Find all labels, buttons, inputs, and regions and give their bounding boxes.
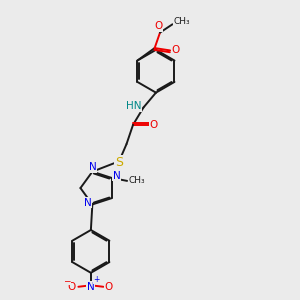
Text: −: − (63, 276, 70, 285)
Text: N: N (112, 170, 120, 181)
Text: S: S (115, 156, 123, 169)
Text: N: N (89, 162, 97, 172)
Text: +: + (93, 275, 99, 284)
Text: HN: HN (126, 101, 142, 111)
Text: O: O (171, 45, 180, 56)
Text: O: O (105, 282, 113, 292)
Text: O: O (68, 282, 76, 292)
Text: CH₃: CH₃ (174, 17, 190, 26)
Text: O: O (154, 21, 163, 31)
Text: N: N (84, 198, 92, 208)
Text: O: O (150, 120, 158, 130)
Text: N: N (87, 282, 95, 292)
Text: CH₃: CH₃ (128, 176, 145, 185)
